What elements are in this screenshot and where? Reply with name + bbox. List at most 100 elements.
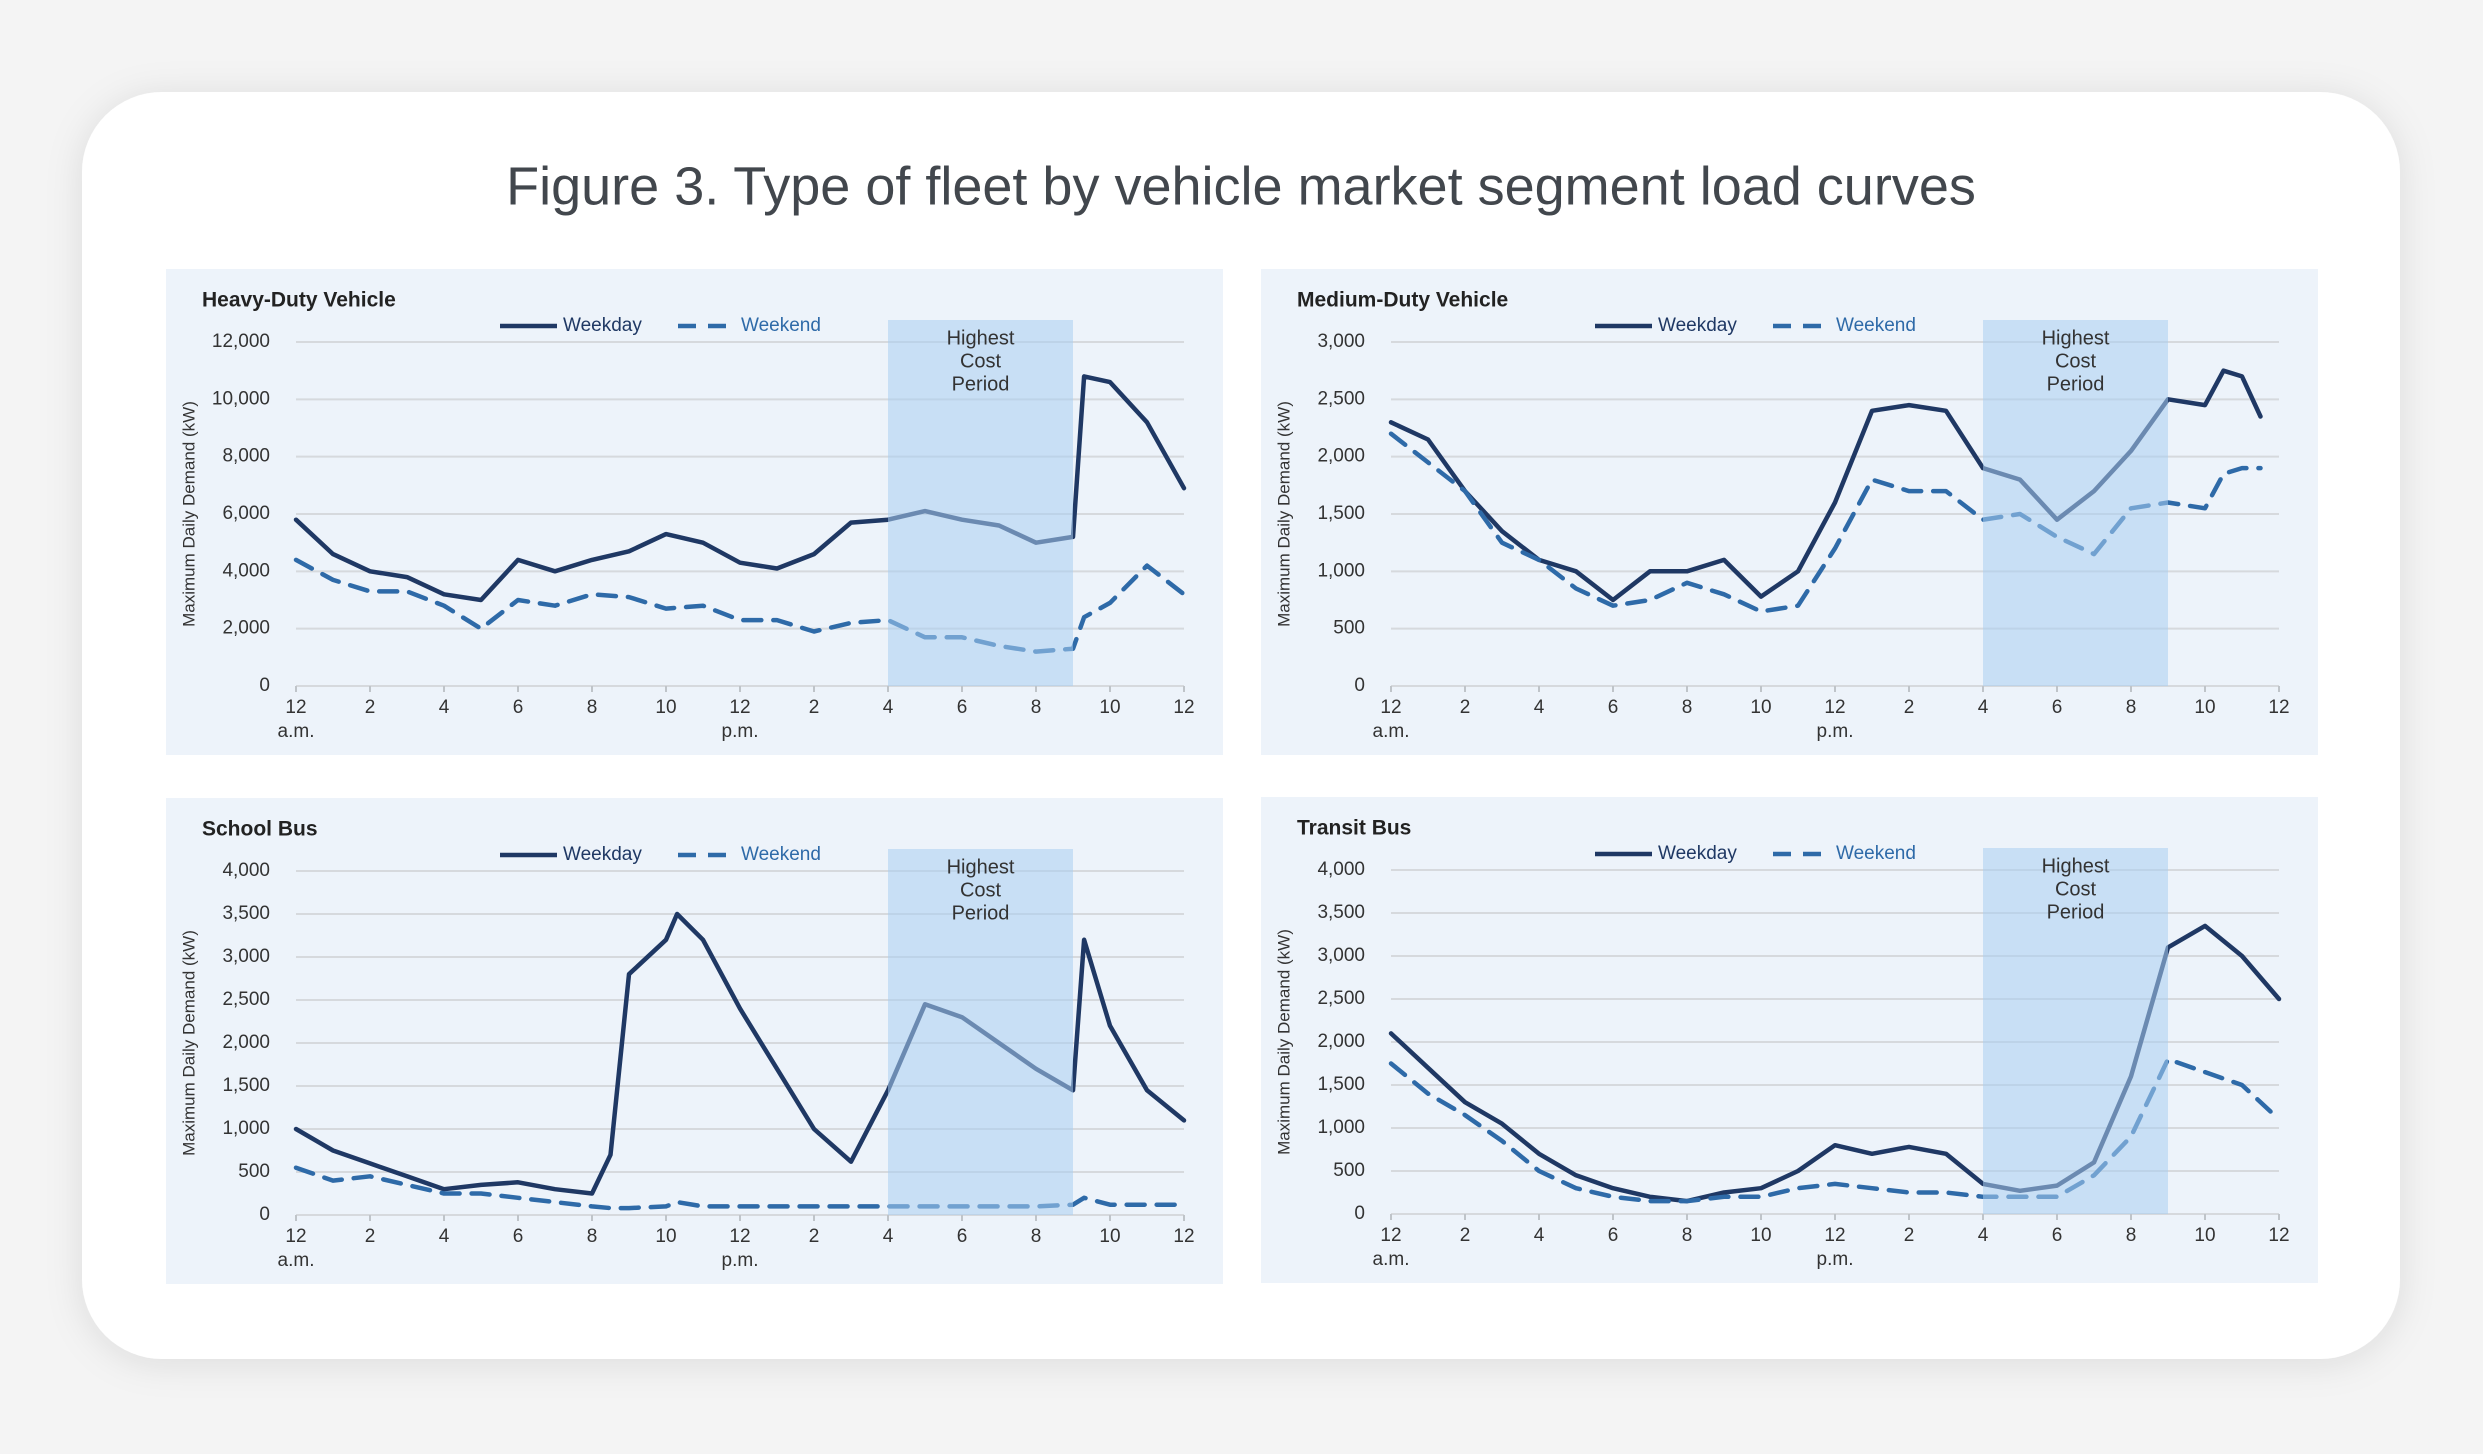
y-tick-label: 0	[259, 1204, 270, 1225]
x-tick-label: 12	[1173, 1226, 1194, 1247]
y-tick-label: 2,000	[1317, 1031, 1365, 1052]
x-tick-label: 8	[2126, 697, 2137, 718]
x-tick-label: 2	[365, 697, 376, 718]
y-tick-label: 2,500	[1317, 388, 1365, 409]
highlight-label: Cost	[2055, 350, 2097, 372]
x-sublabel: a.m.	[1373, 721, 1410, 742]
x-sublabel: p.m.	[1817, 721, 1854, 742]
x-tick-label: 6	[957, 697, 968, 718]
y-axis-title: Maximum Daily Demand (kW)	[179, 401, 198, 627]
y-tick-label: 2,000	[222, 1032, 270, 1053]
x-tick-label: 12	[285, 1226, 306, 1247]
x-tick-label: 10	[1099, 697, 1120, 718]
x-tick-label: 10	[2194, 697, 2215, 718]
x-sublabel: p.m.	[1817, 1249, 1854, 1270]
y-axis-title: Maximum Daily Demand (kW)	[1274, 929, 1293, 1155]
y-tick-label: 0	[259, 675, 270, 696]
x-tick-label: 6	[1608, 697, 1619, 718]
x-tick-label: 8	[1682, 697, 1693, 718]
y-tick-label: 8,000	[222, 446, 270, 467]
x-tick-label: 10	[655, 697, 676, 718]
x-tick-label: 12	[285, 697, 306, 718]
x-tick-label: 4	[439, 697, 450, 718]
x-tick-label: 10	[1750, 697, 1771, 718]
legend-label: Weekend	[1836, 315, 1916, 336]
x-tick-label: 12	[2268, 697, 2289, 718]
y-tick-label: 4,000	[222, 860, 270, 881]
x-tick-label: 8	[1031, 697, 1042, 718]
chart-title: Transit Bus	[1297, 817, 1411, 840]
highlight-label: Period	[952, 902, 1010, 924]
x-tick-label: 8	[2126, 1225, 2137, 1246]
legend-label: Weekend	[741, 844, 821, 865]
x-tick-label: 6	[513, 697, 524, 718]
chart-panel: Heavy-Duty Vehicle Maximum Daily Demand (…	[166, 269, 1223, 755]
y-tick-label: 3,000	[1317, 331, 1365, 352]
y-tick-label: 3,500	[1317, 902, 1365, 923]
x-tick-label: 4	[883, 1226, 894, 1247]
y-tick-label: 0	[1354, 675, 1365, 696]
x-tick-label: 6	[2052, 1225, 2063, 1246]
y-tick-label: 1,500	[1317, 503, 1365, 524]
legend-label: Weekday	[1658, 843, 1737, 864]
chart-panel: School Bus Maximum Daily Demand (kW) 0 500 1…	[166, 798, 1223, 1284]
highlight-label: Period	[952, 373, 1010, 395]
chart-panel: Transit Bus Maximum Daily Demand (kW) 0 500…	[1261, 797, 2318, 1283]
x-tick-label: 12	[2268, 1225, 2289, 1246]
y-tick-label: 500	[1333, 618, 1365, 639]
y-tick-label: 1,000	[1317, 1117, 1365, 1138]
chart-title: Medium-Duty Vehicle	[1297, 289, 1508, 312]
x-tick-label: 2	[809, 697, 820, 718]
figure-title: Figure 3. Type of fleet by vehicle marke…	[506, 156, 1976, 216]
x-tick-label: 10	[2194, 1225, 2215, 1246]
highlight-label: Cost	[2055, 878, 2097, 900]
y-tick-label: 1,000	[222, 1118, 270, 1139]
highlight-label: Cost	[960, 350, 1002, 372]
x-tick-label: 12	[1824, 697, 1845, 718]
x-tick-label: 4	[439, 1226, 450, 1247]
x-tick-label: 4	[1978, 1225, 1989, 1246]
x-tick-label: 10	[655, 1226, 676, 1247]
legend-label: Weekday	[1658, 315, 1737, 336]
y-tick-label: 2,000	[222, 618, 270, 639]
highlight-region	[1983, 848, 2168, 1214]
y-tick-label: 2,000	[1317, 446, 1365, 467]
x-sublabel: p.m.	[722, 721, 759, 742]
y-tick-label: 4,000	[222, 560, 270, 581]
x-tick-label: 6	[513, 1226, 524, 1247]
legend-label: Weekday	[563, 315, 642, 336]
x-tick-label: 2	[365, 1226, 376, 1247]
x-tick-label: 8	[587, 1226, 598, 1247]
x-sublabel: p.m.	[722, 1250, 759, 1271]
x-tick-label: 4	[1534, 697, 1545, 718]
x-tick-label: 12	[729, 697, 750, 718]
legend-label: Weekend	[1836, 843, 1916, 864]
x-tick-label: 8	[1031, 1226, 1042, 1247]
y-tick-label: 500	[1333, 1160, 1365, 1181]
x-tick-label: 12	[1824, 1225, 1845, 1246]
x-tick-label: 10	[1099, 1226, 1120, 1247]
highlight-region	[888, 849, 1073, 1215]
y-axis-title: Maximum Daily Demand (kW)	[179, 930, 198, 1156]
y-tick-label: 3,500	[222, 903, 270, 924]
x-tick-label: 8	[587, 697, 598, 718]
x-tick-label: 12	[1380, 697, 1401, 718]
y-axis-title: Maximum Daily Demand (kW)	[1274, 401, 1293, 627]
series-line	[1388, 1056, 2282, 1204]
chart-title: Heavy-Duty Vehicle	[202, 289, 396, 312]
y-tick-label: 1,000	[1317, 560, 1365, 581]
y-tick-label: 1,500	[1317, 1074, 1365, 1095]
x-tick-label: 2	[1904, 697, 1915, 718]
x-tick-label: 6	[1608, 1225, 1619, 1246]
y-tick-label: 12,000	[212, 331, 270, 352]
highlight-region	[1983, 320, 2168, 686]
y-tick-label: 0	[1354, 1203, 1365, 1224]
x-tick-label: 12	[729, 1226, 750, 1247]
highlight-label: Period	[2047, 373, 2105, 395]
y-tick-label: 2,500	[222, 989, 270, 1010]
x-tick-label: 10	[1750, 1225, 1771, 1246]
y-tick-label: 3,000	[222, 946, 270, 967]
highlight-label: Highest	[947, 327, 1015, 349]
